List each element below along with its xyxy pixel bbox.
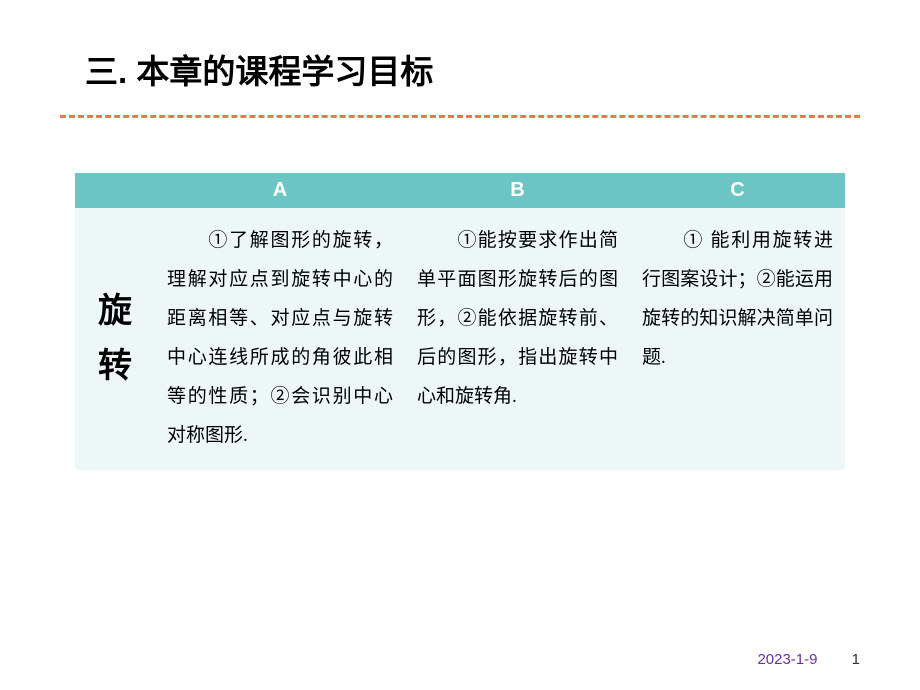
footer: 2023-1-9 1 [757, 651, 860, 668]
col-header-c: C [630, 173, 845, 208]
objectives-table: A B C 旋转 ①了解图形的旋转，理解对应点到旋转中心的距离相等、对应点与旋转… [75, 173, 845, 470]
col-header-b: B [405, 173, 630, 208]
col-header-a: A [155, 173, 405, 208]
row-label: 旋转 [75, 208, 155, 470]
col-header-blank [75, 173, 155, 208]
table-header-row: A B C [75, 173, 845, 208]
slide: 三. 本章的课程学习目标 A B C 旋转 ①了解图形的旋转，理解对应点到旋转中… [0, 0, 920, 690]
cell-c: ① 能利用旋转进行图案设计；②能运用旋转的知识解决简单问题. [630, 208, 845, 470]
footer-page: 1 [852, 651, 860, 668]
cell-a: ①了解图形的旋转，理解对应点到旋转中心的距离相等、对应点与旋转中心连线所成的角彼… [155, 208, 405, 470]
table-row: 旋转 ①了解图形的旋转，理解对应点到旋转中心的距离相等、对应点与旋转中心连线所成… [75, 208, 845, 470]
cell-b: ①能按要求作出简单平面图形旋转后的图形，②能依据旋转前、后的图形，指出旋转中心和… [405, 208, 630, 470]
divider-line [60, 115, 860, 118]
footer-date: 2023-1-9 [757, 651, 817, 668]
page-title: 三. 本章的课程学习目标 [85, 45, 860, 93]
